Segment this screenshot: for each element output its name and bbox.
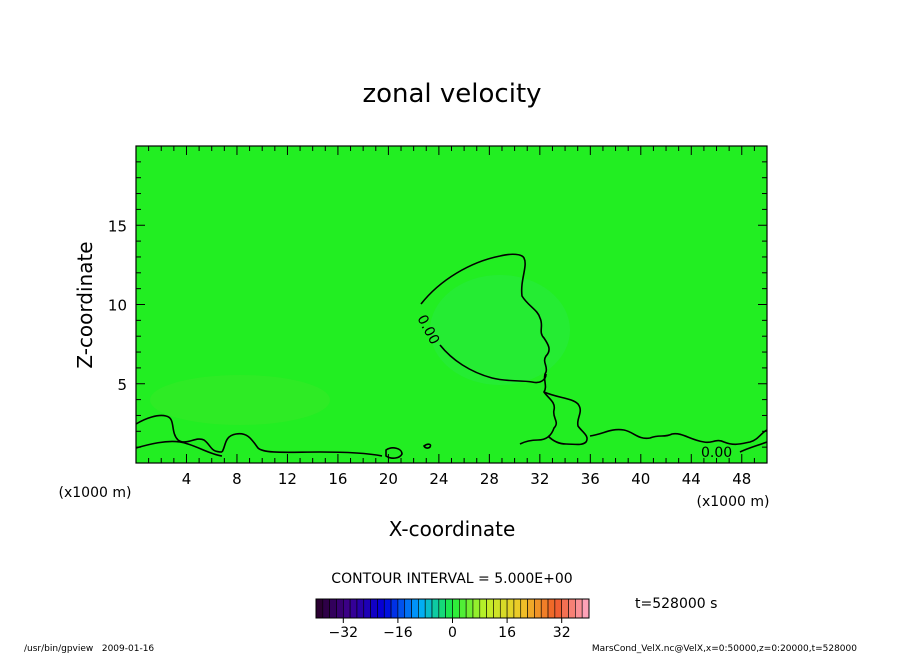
colorbar-cell	[336, 598, 344, 619]
x-tick-label: 24	[429, 470, 448, 488]
colorbar-cell	[575, 598, 583, 619]
colorbar-cell	[459, 598, 467, 619]
x-tick-label: 28	[480, 470, 499, 488]
colorbar-cell	[397, 598, 406, 619]
colorbar-ticks: −32 −16 0 16 32	[329, 618, 571, 641]
colorbar: −32 −16 0 16 32	[315, 598, 590, 641]
contour-line	[135, 414, 223, 453]
contour-line	[439, 344, 547, 384]
colorbar-tick-label: 16	[498, 625, 516, 641]
colorbar-cell	[472, 598, 481, 619]
colorbar-tick-label: −16	[383, 625, 413, 641]
contour-label: 0.00	[701, 445, 732, 461]
colorbar-cell	[534, 598, 542, 619]
contour-line	[385, 447, 403, 459]
zero-contours	[135, 253, 768, 459]
colorbar-cell	[370, 598, 378, 619]
colorbar-cell	[479, 598, 487, 619]
x-tick-label: 12	[278, 470, 297, 488]
x-tick-label: 40	[631, 470, 650, 488]
colorbar-cell	[513, 598, 522, 619]
footer-left: /usr/bin/gpview 2009-01-16	[24, 644, 154, 654]
colorbar-tick-label: 0	[448, 625, 457, 641]
colorbar-cell	[486, 598, 494, 619]
colorbar-cell	[411, 598, 419, 619]
colorbar-cell	[547, 598, 556, 619]
contour-line	[739, 441, 768, 453]
x-unit-label: (x1000 m)	[697, 494, 770, 510]
contour-line	[420, 253, 558, 445]
y-unit-label: (x1000 m)	[59, 485, 132, 501]
contour-line	[422, 443, 432, 449]
y-axis-ticks: 5 10 15	[108, 161, 767, 448]
contour-line	[589, 428, 768, 446]
colorbar-cell	[322, 598, 330, 619]
colorbar-cell	[438, 598, 446, 619]
chart-title: zonal velocity	[362, 79, 541, 109]
colorbar-cell	[383, 598, 392, 619]
field-shading	[150, 375, 330, 425]
colorbar-cell	[418, 598, 426, 619]
colorbar-cell	[329, 598, 337, 619]
colorbar-cell	[390, 598, 399, 619]
colorbar-cell	[581, 598, 590, 619]
colorbar-cell	[493, 598, 501, 619]
colorbar-cell	[527, 598, 535, 619]
y-tick-label: 10	[108, 297, 127, 315]
time-label: t=528000 s	[635, 596, 717, 612]
footer-right: MarsCond_VelX.nc@VelX,x=0:50000,z=0:2000…	[592, 644, 857, 654]
x-tick-label: 8	[232, 470, 242, 488]
contour-interval: CONTOUR INTERVAL = 5.000E+00	[331, 571, 572, 587]
colorbar-cell	[431, 598, 440, 619]
colorbar-cell	[377, 598, 385, 619]
y-tick-label: 5	[117, 376, 127, 394]
colorbar-cell	[499, 598, 508, 619]
colorbar-cell	[363, 598, 371, 619]
colorbar-cell	[520, 598, 528, 619]
colorbar-cell	[445, 598, 453, 619]
colorbar-cell	[554, 598, 562, 619]
x-axis-label: X-coordinate	[389, 517, 516, 541]
colorbar-cell	[315, 598, 324, 619]
x-axis-ticks: 4 8 12 16 20 24 28 32 36 40 44 48	[148, 146, 755, 488]
x-tick-label: 20	[379, 470, 398, 488]
contour-line	[221, 432, 383, 457]
colorbar-tick-label: −32	[329, 625, 359, 641]
field-shading	[430, 275, 570, 385]
colorbar-tick-label: 32	[553, 625, 571, 641]
contour-line	[135, 440, 223, 457]
colorbar-cell	[349, 598, 358, 619]
colorbar-cell	[540, 598, 549, 619]
colorbar-cell	[452, 598, 460, 619]
x-tick-label: 16	[328, 470, 347, 488]
x-tick-label: 44	[682, 470, 701, 488]
colorbar-cell	[568, 598, 576, 619]
y-tick-label: 15	[108, 217, 127, 235]
colorbar-cell	[356, 598, 365, 619]
colorbar-cell	[561, 598, 569, 619]
colorbar-cell	[424, 598, 433, 619]
velocity-field	[136, 146, 767, 463]
contour-line	[543, 391, 588, 446]
colorbar-cell	[404, 598, 412, 619]
x-tick-label: 4	[182, 470, 192, 488]
x-tick-label: 36	[581, 470, 600, 488]
y-axis-label: Z-coordinate	[73, 241, 97, 368]
x-tick-label: 48	[732, 470, 751, 488]
colorbar-cell	[342, 598, 351, 619]
colorbar-cell	[506, 598, 515, 619]
x-tick-label: 32	[530, 470, 549, 488]
colorbar-cell	[465, 598, 474, 619]
colorbar-cells	[315, 598, 590, 619]
